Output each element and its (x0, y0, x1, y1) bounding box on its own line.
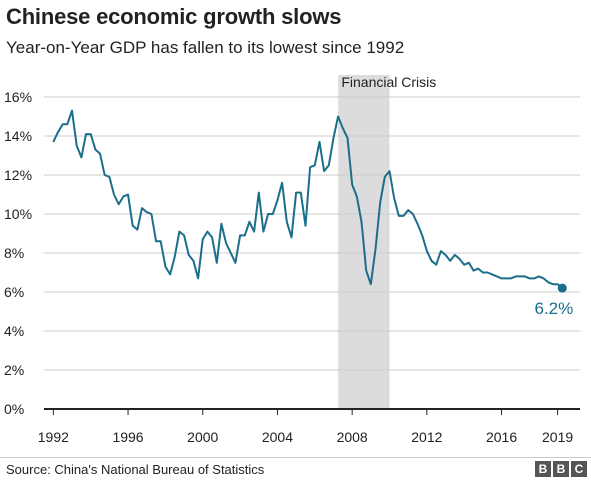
y-tick-labels: 0% 2% 4% 6% 8% 10% 12% 14% 16% (4, 89, 32, 417)
bbc-logo-letter-b1: B (535, 461, 551, 477)
y-tick-label: 12% (4, 167, 32, 183)
y-tick-label: 2% (4, 362, 24, 378)
chart-subtitle: Year-on-Year GDP has fallen to its lowes… (6, 38, 405, 57)
x-tick-label: 2000 (187, 429, 218, 445)
gdp-growth-series-line (52, 109, 563, 289)
bbc-logo-letter-c: C (571, 461, 587, 477)
x-tick-label: 1992 (38, 429, 69, 445)
gridlines (44, 96, 580, 410)
y-tick-label: 14% (4, 128, 32, 144)
financial-crisis-label: Financial Crisis (341, 74, 436, 90)
latest-value-point (557, 283, 567, 293)
source-note: Source: China's National Bureau of Stati… (6, 462, 265, 477)
y-tick-label: 0% (4, 401, 24, 417)
series-layer (52, 109, 567, 293)
footer-divider (0, 457, 591, 458)
bbc-logo-letter-b2: B (553, 461, 569, 477)
end-value-label: 6.2% (535, 299, 574, 318)
x-tick-label: 2016 (486, 429, 517, 445)
y-tick-label: 16% (4, 89, 32, 105)
x-tick-label: 2004 (262, 429, 293, 445)
x-tick-label: 2012 (411, 429, 442, 445)
x-tick-label: 1996 (112, 429, 143, 445)
y-tick-label: 8% (4, 245, 24, 261)
x-tick-label: 2008 (337, 429, 368, 445)
chart-title: Chinese economic growth slows (6, 4, 342, 29)
bbc-logo: B B C (535, 461, 587, 477)
y-tick-label: 4% (4, 323, 24, 339)
gdp-line-chart: 0% 2% 4% 6% 8% 10% 12% 14% 16% 1992 1996 2000 2004 2… (4, 74, 580, 445)
x-tick-label: 2019 (542, 429, 573, 445)
y-tick-label: 6% (4, 284, 24, 300)
x-tick-labels: 1992 1996 2000 2004 2008 2012 2016 2019 (38, 409, 573, 445)
y-tick-label: 10% (4, 206, 32, 222)
